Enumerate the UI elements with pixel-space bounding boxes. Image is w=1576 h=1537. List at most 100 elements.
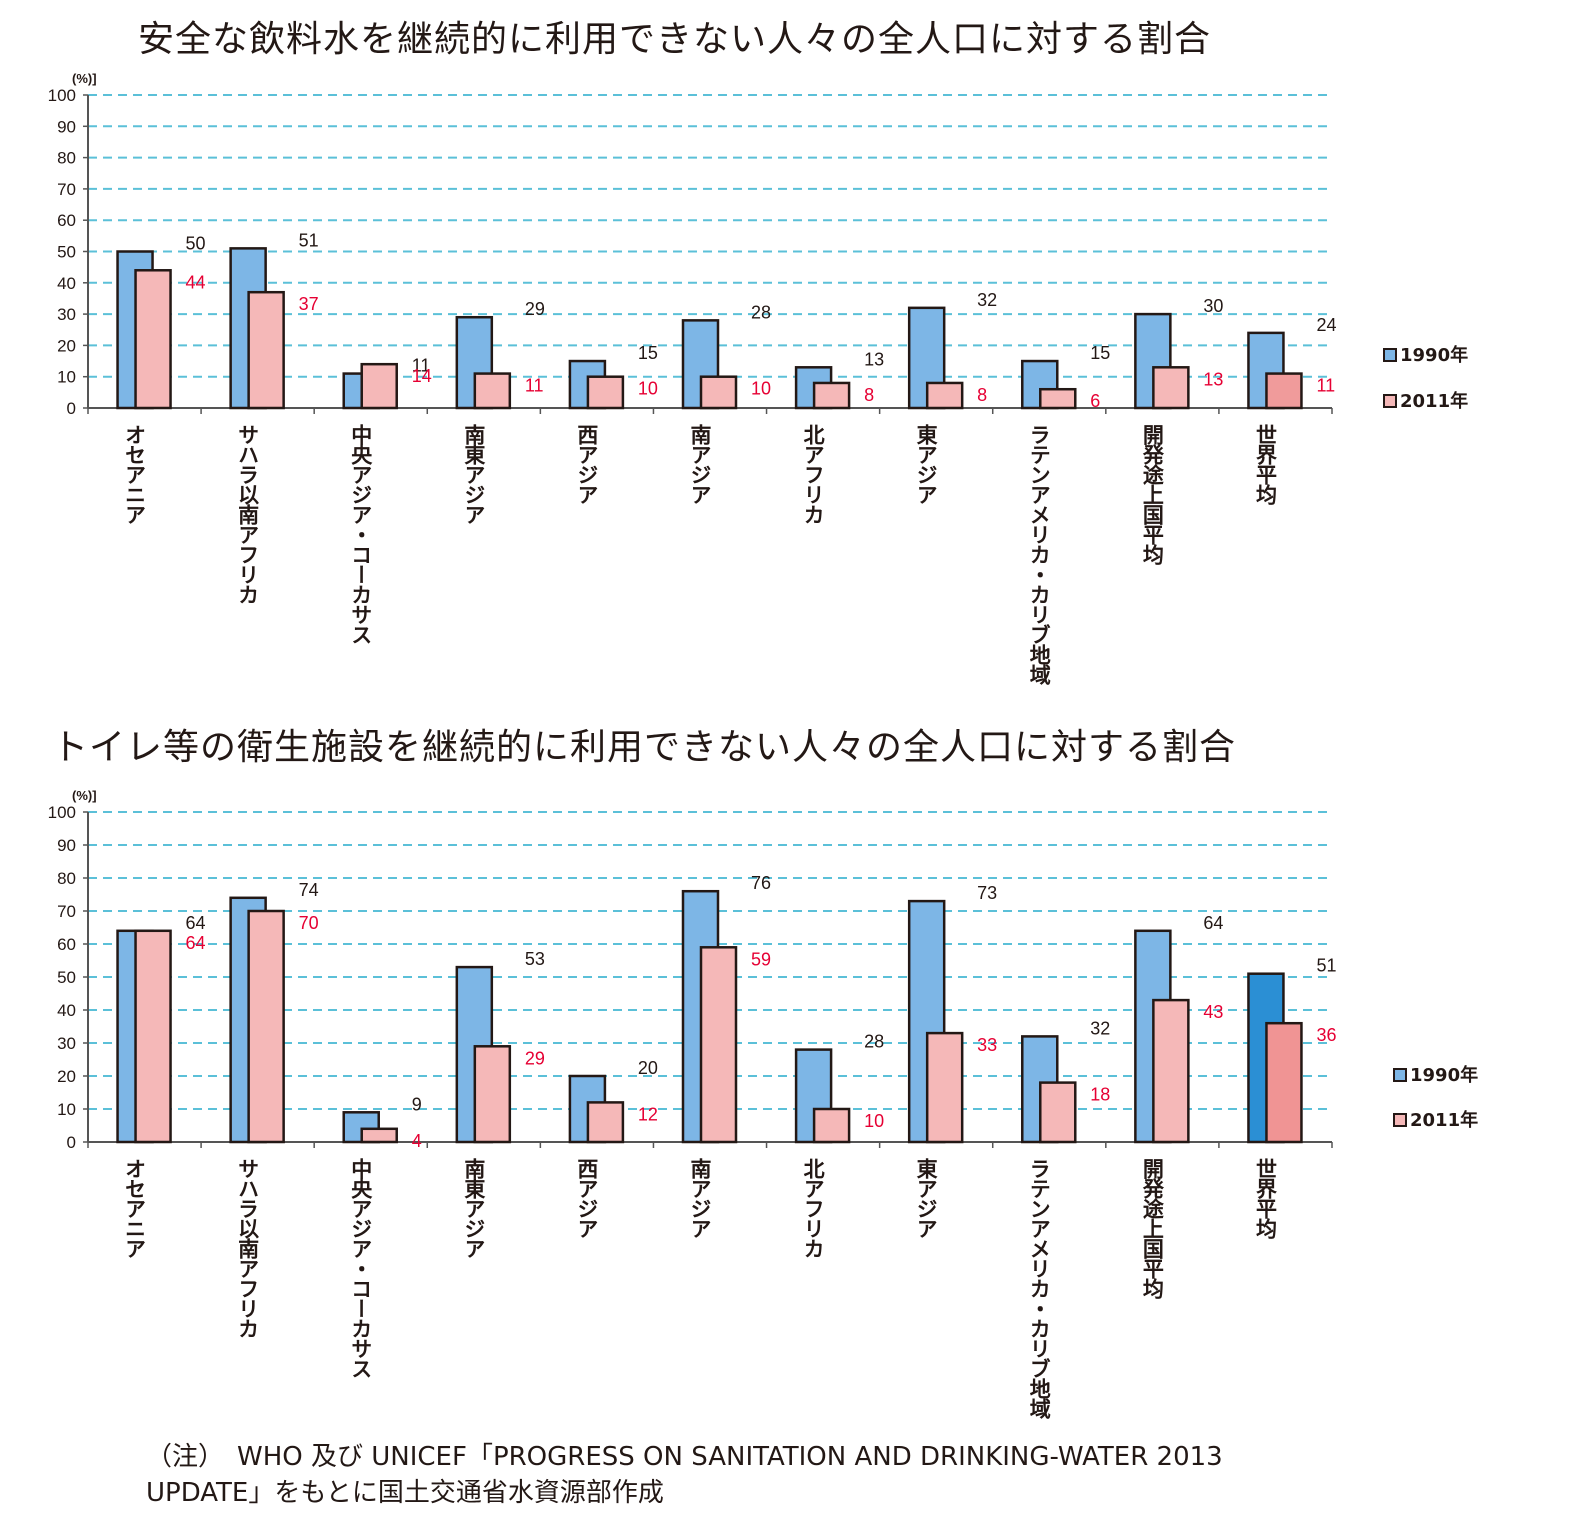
data-label-2011: 18: [1090, 1085, 1110, 1105]
x-category-label: 東アジア: [914, 424, 938, 504]
y-tick-label: 30: [57, 1034, 76, 1053]
bar-2011: [1039, 1081, 1077, 1144]
data-label-1990: 50: [186, 234, 206, 254]
data-label-2011: 6: [1090, 391, 1100, 411]
x-category-label: 西アジア: [575, 424, 599, 504]
bar-2011: [586, 1101, 625, 1144]
chart-title-sanitation: トイレ等の衛生施設を継続的に利用できない人々の全人口に対する割合: [52, 727, 1237, 768]
x-category-label: 南アジア: [688, 1157, 712, 1238]
chart-drinking-water: (%)] 0 10 20 30 40 50 60 70 80 90 100 50 44 オセアニア 51 37 サ…: [48, 71, 1468, 685]
data-label-2011: 36: [1316, 1025, 1336, 1045]
x-category-label: 中央アジア・コーカサス: [349, 424, 373, 644]
data-label-2011: 59: [751, 949, 771, 969]
bar-2011: [699, 375, 738, 410]
y-tick-label: 0: [67, 399, 76, 418]
x-category-label: 北アフリカ: [801, 1158, 825, 1258]
bar-2011: [360, 1127, 398, 1144]
data-label-2011: 14: [412, 366, 432, 386]
y-tick-label: 30: [57, 305, 76, 324]
bar-2011: [360, 362, 398, 410]
data-label-1990: 51: [299, 230, 319, 250]
legend-label-1990: 1990年: [1410, 1064, 1478, 1086]
y-tick-label: 0: [67, 1133, 76, 1152]
y-tick-label: 100: [48, 86, 76, 105]
data-label-2011: 33: [977, 1035, 997, 1055]
bar-2011: [812, 1107, 851, 1144]
source-note-line-1: （注） WHO 及び UNICEF「PROGRESS ON SANITATION…: [146, 1442, 1223, 1472]
data-label-1990: 64: [1203, 913, 1223, 933]
y-tick-label: 60: [57, 211, 76, 230]
bar-2011: [134, 269, 172, 410]
y-tick-label: 90: [57, 836, 76, 855]
data-label-2011: 43: [1203, 1002, 1223, 1022]
data-label-2011: 10: [638, 379, 658, 399]
data-label-1990: 51: [1316, 956, 1336, 976]
data-label-1990: 74: [299, 880, 319, 900]
y-tick-label: 20: [57, 336, 76, 355]
bar-2011: [586, 375, 625, 410]
x-category-label: 西アジア: [575, 1158, 599, 1238]
data-label-2011: 10: [751, 379, 771, 399]
y-tick-label: 10: [57, 368, 76, 387]
data-label-1990: 13: [864, 349, 884, 369]
bar-2011: [473, 1045, 512, 1144]
y-axis-unit: (%)]: [72, 788, 97, 803]
x-category-label: 開発途上国平均: [1140, 424, 1165, 565]
data-label-2011: 12: [638, 1104, 658, 1124]
chart-sanitation: (%)]01020304050607080901006464オセアニア7470サ…: [48, 788, 1478, 1419]
x-category-label: ラテンアメリカ・カリブ地域: [1027, 424, 1051, 685]
data-label-1990: 15: [638, 343, 658, 363]
data-label-1990: 53: [525, 949, 545, 969]
y-tick-label: 60: [57, 935, 76, 954]
data-label-2011: 70: [299, 913, 319, 933]
bar-2011: [134, 929, 172, 1144]
legend-label-1990: 1990年: [1400, 344, 1468, 366]
data-label-1990: 28: [864, 1032, 884, 1052]
bar-2011: [247, 909, 285, 1144]
data-label-1990: 32: [977, 290, 997, 310]
data-label-1990: 73: [977, 883, 997, 903]
bar-2011: [1152, 366, 1190, 410]
bar-2011: [925, 381, 964, 410]
x-category-label: 北アフリカ: [801, 424, 825, 524]
legend-swatch-2011: [1383, 394, 1397, 408]
data-label-1990: 29: [525, 299, 545, 319]
bar-2011: [473, 372, 512, 410]
data-label-1990: 11: [412, 356, 431, 376]
data-label-2011: 10: [864, 1111, 884, 1131]
data-label-2011: 64: [186, 933, 206, 953]
data-label-1990: 32: [1090, 1018, 1110, 1038]
data-label-2011: 4: [412, 1131, 422, 1151]
x-category-label: 中央アジア・コーカサス: [349, 1158, 373, 1378]
x-category-label: 南アジア: [688, 423, 712, 504]
data-label-2011: 11: [525, 376, 544, 396]
y-tick-label: 70: [57, 902, 76, 921]
bar-2011: [1265, 372, 1303, 410]
x-category-label: サハラ以南アフリカ: [236, 424, 260, 604]
x-category-label: 世界平均: [1253, 1158, 1277, 1239]
y-tick-label: 50: [57, 243, 76, 262]
y-tick-label: 100: [48, 803, 76, 822]
data-label-2011: 37: [299, 294, 319, 314]
y-tick-label: 40: [57, 1001, 76, 1020]
data-label-1990: 9: [412, 1094, 422, 1114]
y-tick-label: 80: [57, 869, 76, 888]
x-category-label: ラテンアメリカ・カリブ地域: [1027, 1158, 1051, 1419]
data-label-2011: 8: [864, 385, 874, 405]
legend-label-2011: 2011年: [1400, 390, 1468, 412]
x-category-label: 東アジア: [914, 1158, 938, 1238]
x-category-label: 南東アジア: [462, 1157, 486, 1258]
y-tick-label: 90: [57, 117, 76, 136]
legend-swatch-1990: [1383, 348, 1397, 362]
x-category-label: 世界平均: [1253, 424, 1277, 505]
source-note-line-2: UPDATE」をもとに国土交通省水資源部作成: [146, 1478, 664, 1508]
x-category-label: サハラ以南アフリカ: [236, 1158, 260, 1338]
bar-2011: [699, 946, 738, 1144]
y-axis-unit: (%)]: [72, 71, 97, 86]
data-label-1990: 20: [638, 1058, 658, 1078]
legend-swatch-2011: [1393, 1113, 1407, 1127]
data-label-2011: 29: [525, 1048, 545, 1068]
bar-2011: [812, 381, 851, 410]
x-category-label: 開発途上国平均: [1140, 1158, 1165, 1299]
chart-title-drinking-water: 安全な飲料水を継続的に利用できない人々の全人口に対する割合: [138, 19, 1212, 60]
